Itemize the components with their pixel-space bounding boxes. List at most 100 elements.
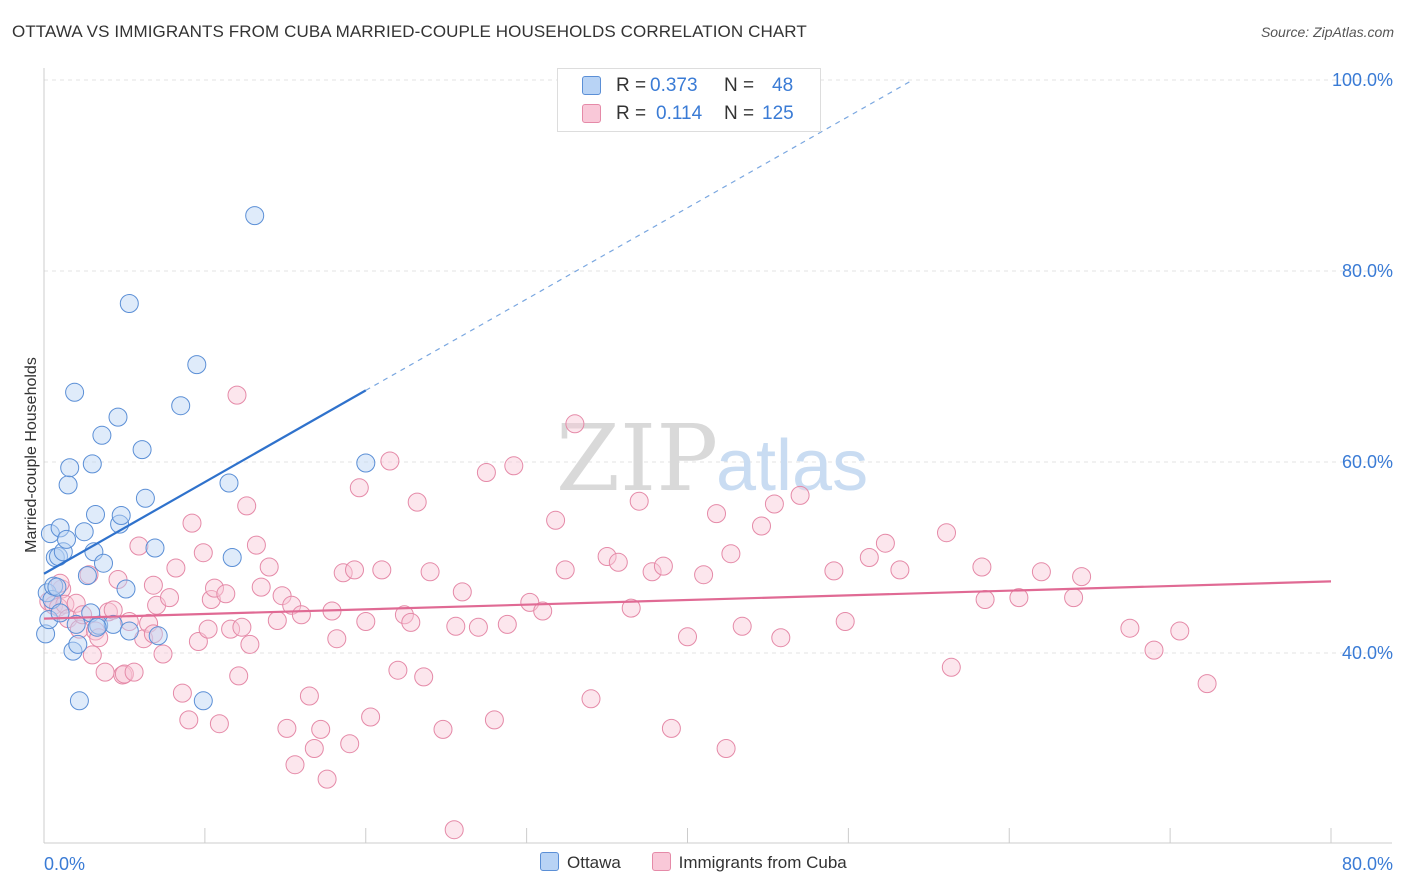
data-point bbox=[119, 294, 139, 313]
data-point bbox=[380, 451, 400, 471]
data-point bbox=[299, 686, 319, 706]
data-point bbox=[68, 634, 88, 654]
data-point bbox=[621, 598, 641, 618]
data-point bbox=[240, 634, 260, 654]
data-point bbox=[546, 510, 566, 530]
data-point bbox=[372, 560, 392, 580]
data-point bbox=[790, 485, 810, 505]
n-label: N = bbox=[724, 75, 755, 96]
data-point bbox=[53, 542, 73, 562]
data-point bbox=[732, 616, 752, 636]
data-point bbox=[349, 478, 369, 498]
r-label: R = bbox=[616, 103, 647, 124]
data-point bbox=[201, 590, 221, 609]
data-point bbox=[82, 645, 102, 665]
data-point bbox=[124, 662, 144, 682]
data-point bbox=[205, 578, 224, 598]
data-point bbox=[333, 563, 353, 583]
data-point bbox=[232, 617, 252, 637]
n-label: N = bbox=[724, 103, 755, 124]
data-point bbox=[116, 579, 136, 599]
data-point bbox=[39, 610, 59, 630]
data-point bbox=[420, 562, 440, 582]
data-point bbox=[875, 533, 895, 553]
data-point bbox=[629, 491, 649, 511]
data-point bbox=[237, 496, 257, 516]
data-point bbox=[227, 385, 247, 405]
legend-item-ottawa[interactable]: Ottawa bbox=[540, 852, 621, 873]
x-tick-label: 80.0% bbox=[1342, 854, 1393, 874]
data-point bbox=[132, 440, 152, 460]
data-point bbox=[282, 595, 302, 615]
data-point bbox=[77, 566, 97, 586]
data-point bbox=[340, 734, 360, 754]
ottawa-trend-line bbox=[43, 389, 367, 575]
data-point bbox=[66, 614, 86, 634]
data-point bbox=[74, 522, 94, 542]
watermark-zip: ZIP bbox=[556, 405, 718, 512]
data-point bbox=[1144, 640, 1164, 660]
data-point bbox=[166, 558, 186, 578]
data-point bbox=[642, 562, 662, 582]
data-point bbox=[73, 605, 93, 625]
data-point bbox=[65, 382, 85, 402]
data-point bbox=[1197, 674, 1217, 694]
data-point bbox=[87, 617, 107, 637]
data-point bbox=[345, 560, 364, 580]
data-point bbox=[317, 769, 337, 789]
r-value-ottawa: 0.373 bbox=[650, 75, 698, 96]
data-points bbox=[36, 206, 1217, 840]
data-point bbox=[69, 691, 89, 711]
data-point bbox=[171, 396, 191, 416]
n-value-ottawa: 48 bbox=[772, 75, 794, 96]
data-point bbox=[103, 614, 123, 634]
data-point bbox=[193, 543, 213, 563]
data-point bbox=[937, 523, 956, 543]
data-point bbox=[361, 707, 381, 727]
data-point bbox=[145, 538, 165, 558]
data-point bbox=[890, 560, 910, 580]
y-tick-label: 80.0% bbox=[1342, 261, 1393, 281]
data-point bbox=[1170, 621, 1190, 641]
data-point bbox=[172, 683, 192, 703]
data-point bbox=[327, 629, 347, 649]
data-point bbox=[859, 548, 879, 567]
data-point bbox=[182, 513, 202, 533]
n-value-cuba: 125 bbox=[762, 103, 794, 124]
ottawa-trend-extension bbox=[365, 79, 914, 391]
data-point bbox=[47, 577, 67, 597]
series-legend: Ottawa Immigrants from Cuba bbox=[540, 852, 873, 873]
data-point bbox=[764, 494, 784, 514]
data-point bbox=[148, 626, 168, 646]
data-point bbox=[721, 544, 741, 564]
data-point bbox=[160, 588, 179, 608]
data-point bbox=[135, 488, 155, 508]
data-point bbox=[198, 619, 218, 639]
correlation-legend: R = 0.373 N = 48 R = 0.114 N = 125 bbox=[557, 68, 821, 132]
data-point bbox=[608, 552, 628, 572]
data-point bbox=[129, 536, 149, 556]
data-point bbox=[414, 667, 434, 687]
series-ottawa bbox=[36, 206, 376, 711]
data-point bbox=[311, 719, 331, 739]
data-point bbox=[94, 553, 113, 573]
data-point bbox=[304, 739, 324, 758]
data-point bbox=[113, 665, 133, 685]
source-label: Source: ZipAtlas.com bbox=[1260, 24, 1394, 40]
y-tick-label: 60.0% bbox=[1342, 452, 1393, 472]
data-point bbox=[187, 355, 207, 375]
data-point bbox=[394, 605, 414, 625]
data-point bbox=[433, 719, 453, 739]
data-point bbox=[401, 612, 421, 632]
data-point bbox=[245, 206, 265, 226]
data-point bbox=[246, 535, 266, 555]
data-point bbox=[452, 582, 472, 602]
data-point bbox=[222, 548, 242, 567]
data-point bbox=[219, 473, 239, 493]
data-point bbox=[468, 617, 488, 637]
legend-item-cuba[interactable]: Immigrants from Cuba bbox=[651, 852, 847, 873]
x-tick-label: 0.0% bbox=[44, 854, 85, 874]
data-point bbox=[707, 504, 726, 524]
data-point bbox=[356, 453, 376, 473]
